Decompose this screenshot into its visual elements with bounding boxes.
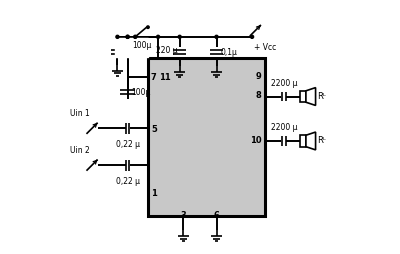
Text: 8: 8 bbox=[256, 91, 262, 100]
Text: 11: 11 bbox=[159, 73, 171, 82]
Text: 0,22 μ: 0,22 μ bbox=[116, 177, 140, 185]
Text: 2200 μ: 2200 μ bbox=[270, 79, 297, 88]
Text: 7: 7 bbox=[151, 73, 157, 82]
Text: 0,22 μ: 0,22 μ bbox=[116, 140, 140, 149]
Circle shape bbox=[116, 35, 119, 38]
Text: 5: 5 bbox=[151, 125, 157, 134]
Circle shape bbox=[156, 35, 160, 38]
Text: 1: 1 bbox=[151, 188, 157, 198]
Text: + Vcc: + Vcc bbox=[254, 43, 276, 52]
Text: 2200 μ: 2200 μ bbox=[270, 123, 297, 132]
Circle shape bbox=[126, 35, 129, 38]
Text: 10: 10 bbox=[250, 136, 262, 146]
Bar bbox=[300, 135, 306, 147]
Text: Rᴸ: Rᴸ bbox=[318, 92, 326, 101]
Circle shape bbox=[134, 35, 137, 38]
Text: 9: 9 bbox=[256, 72, 262, 81]
Circle shape bbox=[215, 35, 218, 38]
Circle shape bbox=[147, 26, 149, 28]
Bar bbox=[300, 91, 306, 102]
Text: 0,1μ: 0,1μ bbox=[220, 47, 237, 57]
Text: 100μ: 100μ bbox=[132, 88, 151, 97]
Circle shape bbox=[250, 35, 254, 38]
Polygon shape bbox=[306, 132, 316, 150]
Bar bbox=[148, 58, 265, 216]
Text: 22 μ: 22 μ bbox=[121, 47, 138, 57]
Text: 3: 3 bbox=[181, 211, 186, 220]
Text: Rᴸ: Rᴸ bbox=[318, 136, 326, 146]
Polygon shape bbox=[115, 38, 148, 57]
Text: 6: 6 bbox=[214, 211, 220, 220]
Circle shape bbox=[134, 36, 136, 38]
Circle shape bbox=[178, 35, 181, 38]
Circle shape bbox=[126, 35, 129, 38]
Text: Uin 1: Uin 1 bbox=[70, 109, 90, 118]
Text: 220 μ: 220 μ bbox=[156, 46, 177, 55]
Text: 100μ: 100μ bbox=[132, 41, 152, 50]
Text: Uin 2: Uin 2 bbox=[70, 146, 90, 155]
Polygon shape bbox=[306, 88, 316, 105]
